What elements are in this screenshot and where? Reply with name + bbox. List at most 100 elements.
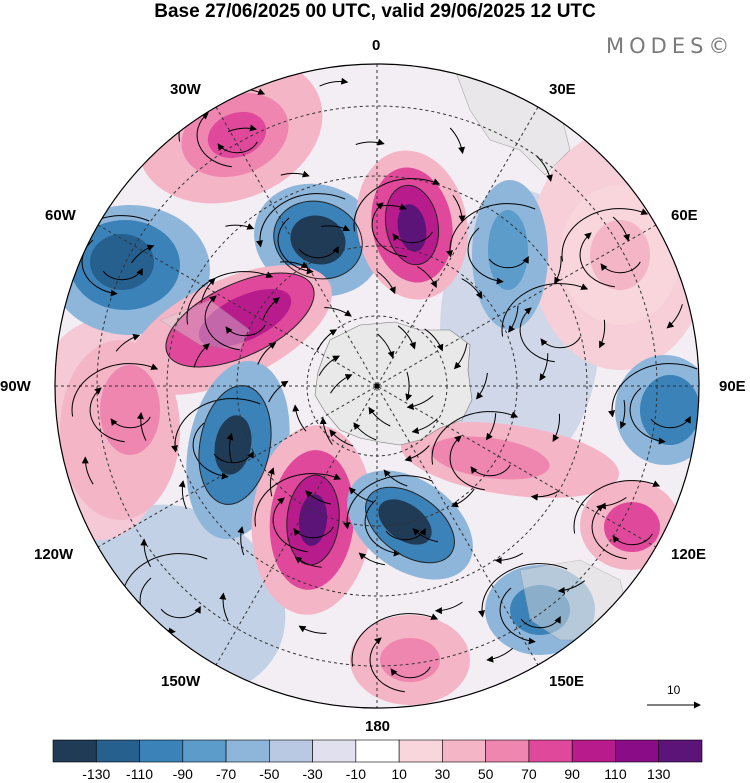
streamline xyxy=(467,227,504,285)
streamline xyxy=(293,526,334,539)
wind-arrow xyxy=(383,469,408,487)
colorbar-swatch xyxy=(528,739,573,763)
wind-arrow xyxy=(666,304,683,329)
lon-label-90w: 90W xyxy=(0,378,31,395)
wind-arrow xyxy=(619,400,627,429)
wind-arrow xyxy=(226,432,234,462)
streamline xyxy=(446,203,536,258)
streamline xyxy=(277,217,314,275)
colorbar-swatch xyxy=(355,739,400,763)
streamline xyxy=(591,504,627,560)
map-title: Base 27/06/2025 00 UTC, valid 29/06/2025… xyxy=(154,1,596,22)
colorbar-swatch xyxy=(52,739,97,763)
wind-arrow xyxy=(475,372,488,400)
streamline xyxy=(213,451,254,464)
streamline xyxy=(225,324,266,337)
streamline xyxy=(501,283,589,337)
wind-arrow xyxy=(280,261,309,268)
wind-arrow xyxy=(321,224,351,232)
wind-arrow xyxy=(136,412,147,441)
wind-arrow xyxy=(397,325,416,350)
wind-arrow xyxy=(424,328,444,352)
wind-arrow xyxy=(417,266,437,288)
colorbar-tick-label: -30 xyxy=(302,766,323,782)
wind-arrow xyxy=(377,333,395,359)
wind-arrow xyxy=(554,256,562,285)
wind-arrow xyxy=(319,77,349,87)
streamline xyxy=(478,563,568,618)
colorbar-swatch xyxy=(269,739,313,763)
lon-label-30e: 30E xyxy=(549,81,576,98)
wind-arrow xyxy=(539,353,549,381)
colorbar-swatch xyxy=(442,739,486,763)
wind-arrow xyxy=(452,195,466,223)
wind-arrow xyxy=(368,406,391,427)
streamline xyxy=(353,178,441,232)
streamline xyxy=(385,528,426,541)
streamline xyxy=(540,336,581,349)
streamline xyxy=(160,606,201,619)
streamline xyxy=(449,435,485,491)
lon-label-0: 0 xyxy=(372,37,381,54)
colorbar-swatch xyxy=(182,739,227,763)
wind-arrow xyxy=(348,486,374,503)
streamline xyxy=(579,232,615,288)
lon-label-180: 180 xyxy=(365,718,391,735)
wind-arrow xyxy=(267,467,275,497)
colorbar-tick-label: -110 xyxy=(126,766,154,782)
streamline xyxy=(254,473,342,527)
streamline xyxy=(102,268,143,281)
colorbar-tick-label: 30 xyxy=(434,766,451,782)
streamline xyxy=(369,637,405,693)
wind-arrow xyxy=(552,413,561,442)
wind-streamlines xyxy=(60,77,698,693)
colorbar-tick-label: 50 xyxy=(477,766,494,782)
wind-arrow xyxy=(193,343,210,368)
lon-label-60w: 60W xyxy=(45,207,76,224)
anomaly-contours xyxy=(165,184,455,566)
colorbar-tick-label: 110 xyxy=(604,766,627,782)
streamline xyxy=(392,231,433,244)
colorbar-swatch xyxy=(615,739,660,763)
wind-arrow xyxy=(330,374,353,394)
wind-arrow xyxy=(268,380,289,403)
wind-arrow xyxy=(557,580,586,594)
wind-arrow xyxy=(486,647,514,663)
wind-arrow xyxy=(449,127,466,155)
lon-label-60e: 60E xyxy=(671,207,698,224)
colorbar-swatch xyxy=(658,739,703,763)
wind-arrow xyxy=(494,552,524,565)
colorbar-swatch xyxy=(571,739,616,763)
colorbar-tick-label: 130 xyxy=(647,766,671,782)
wind-arrow xyxy=(130,244,155,264)
lon-label-150w: 150W xyxy=(161,673,201,690)
antarctica-landmass xyxy=(314,321,473,446)
streamline xyxy=(520,616,561,629)
streamline xyxy=(89,387,125,443)
streamline xyxy=(499,587,536,645)
streamline xyxy=(71,363,159,417)
lon-label-30w: 30W xyxy=(170,81,201,98)
streamline xyxy=(431,411,519,465)
lon-label-90e: 90E xyxy=(719,378,746,395)
wind-arrow xyxy=(298,625,327,634)
lon-label-120e: 120E xyxy=(671,546,707,563)
wind-arrow xyxy=(536,156,553,182)
wind-arrow xyxy=(404,445,430,462)
wind-arrow xyxy=(530,490,560,501)
wind-arrow xyxy=(219,592,229,622)
streamline xyxy=(351,613,439,667)
wind-arrow xyxy=(329,429,354,447)
wind-arrow xyxy=(178,480,187,510)
streamline xyxy=(204,295,240,351)
colorbar-tick-label: 90 xyxy=(564,766,580,782)
wind-arrow xyxy=(319,417,333,445)
streamline xyxy=(561,208,649,262)
streamline xyxy=(371,202,407,258)
streamline xyxy=(272,497,308,553)
streamline xyxy=(600,261,641,274)
wind-arrow xyxy=(406,395,434,410)
wind-arrow xyxy=(225,223,255,230)
